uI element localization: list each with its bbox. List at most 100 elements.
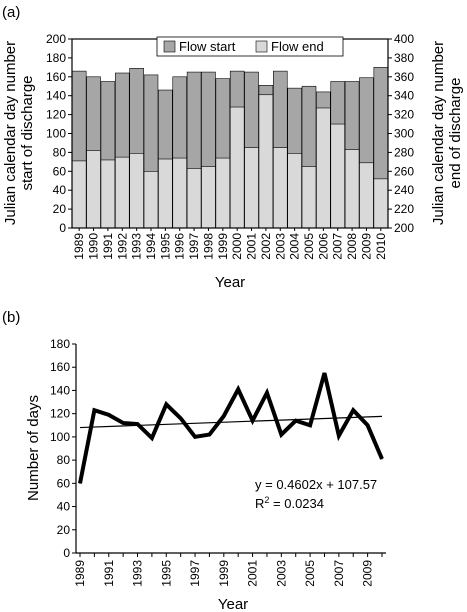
x-tick-label: 2001 [246,560,260,587]
chart-b: (b) 0 20 40 60 80 100 120 140 160 180 1989 1991 199… [2,309,386,612]
r2-superscript: 2 [264,495,269,505]
bar-flow-start [330,123,345,229]
x-tick-label: 1998 [201,233,215,260]
x-tick-label: 1999 [217,560,231,587]
y-axis-label-right-line2: end of discharge [447,78,464,189]
bar-flow-start [273,147,288,229]
bar-flow-start [244,147,259,229]
panel-a-label: (a) [2,4,20,21]
y-tick-label: 160 [50,360,70,374]
x-tick-label: 2008 [345,233,359,260]
chart-a: (a) 0 20 40 60 80 100 120 140 160 180 200 200 220 24… [2,4,464,291]
bar-flow-start [359,162,374,229]
y-tick-label-left: 60 [53,164,67,178]
x-tick-label: 1993 [130,233,144,260]
x-tick-label: 2004 [288,233,302,260]
bar-flow-start [316,107,331,229]
y-tick-label: 0 [63,546,70,560]
data-point [165,403,167,405]
x-axis-label-a: Year [215,274,245,291]
y-tick-label-right: 200 [394,221,414,235]
data-point [381,458,383,460]
x-tick-label: 1989 [72,233,86,260]
y-tick-label-left: 100 [46,127,66,141]
x-tick-label: 1993 [131,560,145,587]
y-axis-b: 0 20 40 60 80 100 120 140 160 180 [50,337,76,560]
y-axis-label-right-line1: Julian calendar day number [430,41,447,225]
y-tick-label-right: 280 [394,145,414,159]
x-tick-label: 1991 [102,560,116,587]
y-tick-label-left: 0 [59,221,66,235]
bar-flow-start [344,149,360,229]
x-tick-label: 1995 [159,560,173,587]
left-axis-a: 0 20 40 60 80 100 120 140 160 180 200 [46,32,72,235]
x-axis-label-b: Year [218,596,248,612]
bar-flow-start [115,156,130,229]
x-tick-label: 1997 [187,233,201,260]
bar-flow-start [100,159,116,229]
y-axis-label-left-line2: start of discharge [19,75,36,190]
y-tick-label: 120 [50,407,70,421]
y-tick-label: 40 [57,500,71,514]
data-point [280,434,282,436]
x-tick-label: 1999 [216,233,230,260]
trend-equation: y = 0.4602x + 107.57 [255,477,377,492]
bar-flow-start [71,160,87,229]
legend-swatch-flow-start [163,40,176,53]
x-tick-label: 2007 [332,560,346,587]
x-tick-label: 1989 [73,560,87,587]
y-tick-label-left: 180 [46,51,66,65]
data-point [367,424,369,426]
y-tick-label-right: 320 [394,108,414,122]
y-tick-label-right: 400 [394,32,414,46]
legend-a: Flow start Flow end [156,36,344,57]
y-tick-label-left: 200 [46,32,66,46]
y-axis-label-right-a: Julian calendar day number end of discha… [430,41,464,225]
x-tick-label: 2003 [273,233,287,260]
data-point [338,435,340,437]
bars-a [71,67,389,229]
x-tick-label: 1996 [173,233,187,260]
r2-label: R [255,496,264,511]
legend-label-flow-start: Flow start [179,39,236,54]
data-point [151,437,153,439]
bar-flow-start [143,171,159,229]
data-point [266,392,268,394]
panel-b-label: (b) [2,309,20,326]
data-point [208,434,210,436]
data-point [108,414,110,416]
x-axis-b: 1989 1991 1993 1995 1997 1999 2001 2003 2005 2007… [73,553,383,587]
y-tick-label-right: 300 [394,127,414,141]
y-tick-label-right: 340 [394,89,414,103]
y-tick-label-right: 380 [394,51,414,65]
x-tick-label: 1994 [144,233,158,260]
data-point [295,420,297,422]
x-tick-label: 2006 [316,233,330,260]
bar-flow-start [86,150,101,229]
bar-flow-start [186,168,202,229]
x-tick-label: 2005 [302,233,316,260]
x-tick-label: 1997 [188,560,202,587]
x-tick-label: 2010 [374,233,388,260]
y-axis-label-b: Number of days [25,395,42,501]
data-point [194,436,196,438]
data-point [309,424,311,426]
y-tick-label-right: 220 [394,202,414,216]
bar-flow-start [301,166,317,229]
data-point [223,415,225,417]
y-tick-label-left: 40 [53,183,67,197]
bar-flow-start [129,153,144,229]
points-b [79,372,383,484]
y-tick-label-right: 360 [394,70,414,84]
bar-flow-start [258,94,274,229]
legend-swatch-flow-end [255,40,268,53]
x-tick-label: 2002 [259,233,273,260]
x-axis-a: 1989 1990 1991 1992 1993 1994 1995 1996 1997 1998… [72,228,388,260]
y-axis-label-left-line1: Julian calendar day number [2,41,19,225]
bar-flow-start [229,106,245,229]
y-tick-label: 60 [57,476,71,490]
data-point [122,422,124,424]
bar-flow-start [373,178,389,229]
data-point [252,420,254,422]
